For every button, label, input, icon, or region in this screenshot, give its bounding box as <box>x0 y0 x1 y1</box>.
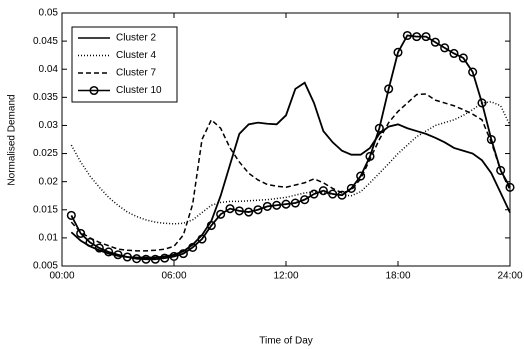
y-tick-label: 0.025 <box>33 148 58 159</box>
series-marker <box>169 251 179 261</box>
y-tick-label: 0.01 <box>39 233 59 244</box>
x-tick-label: 12:00 <box>273 271 298 282</box>
series-marker <box>66 210 76 220</box>
series-marker <box>440 43 450 53</box>
series-marker <box>132 254 142 264</box>
series-line <box>70 81 511 259</box>
series-marker <box>216 209 226 219</box>
series-marker <box>290 198 300 208</box>
series-marker <box>346 183 356 193</box>
y-tick-label: 0.02 <box>39 176 59 187</box>
series-marker <box>468 67 478 77</box>
series-marker <box>505 182 515 192</box>
series-marker <box>477 98 487 108</box>
x-axis-label: Time of Day <box>259 336 313 347</box>
series-marker <box>76 228 86 238</box>
series-marker <box>412 32 422 42</box>
x-tick-label: 18:00 <box>385 271 410 282</box>
legend-label: Cluster 2 <box>116 33 156 44</box>
series-marker <box>197 234 207 244</box>
series-line <box>70 34 511 261</box>
series-marker <box>402 30 412 41</box>
series-marker <box>272 200 282 210</box>
series-marker <box>234 206 244 216</box>
series-marker <box>449 48 459 59</box>
legend-label: Cluster 4 <box>116 50 156 61</box>
series-marker <box>384 84 394 94</box>
series-marker <box>104 247 114 257</box>
series-marker <box>430 37 440 47</box>
series-marker <box>94 243 104 253</box>
series-marker <box>309 189 319 199</box>
series-marker <box>458 53 468 63</box>
y-axis-label: Normalised Demand <box>7 94 18 185</box>
y-tick-label: 0.05 <box>39 8 59 19</box>
series-marker <box>206 220 216 231</box>
y-tick-label: 0.015 <box>33 204 58 215</box>
series-marker <box>318 186 328 196</box>
series-marker <box>356 171 366 181</box>
series-marker <box>365 151 375 161</box>
series-marker <box>188 242 198 252</box>
series-marker <box>150 254 160 264</box>
y-tick-label: 0.005 <box>33 261 58 272</box>
legend-label: Cluster 7 <box>116 68 156 79</box>
y-tick-label: 0.04 <box>39 64 59 75</box>
series-marker <box>486 134 496 145</box>
series-marker <box>113 250 123 260</box>
legend-label: Cluster 10 <box>116 85 162 96</box>
y-tick-label: 0.035 <box>33 92 58 103</box>
x-tick-label: 24:00 <box>497 271 522 282</box>
series-marker <box>300 195 310 205</box>
series-marker <box>85 237 95 247</box>
series-marker <box>178 249 188 259</box>
legend-marker <box>89 85 99 96</box>
series-marker <box>253 205 263 215</box>
series-marker <box>225 204 235 214</box>
series-marker <box>262 201 272 211</box>
series-marker <box>141 254 151 264</box>
y-tick-label: 0.03 <box>39 120 59 131</box>
y-tick-label: 0.045 <box>33 36 58 47</box>
series-marker <box>244 207 254 217</box>
series-marker <box>393 47 403 57</box>
series-marker <box>496 165 506 175</box>
series-marker <box>281 199 291 209</box>
series-line <box>70 93 511 252</box>
series-marker <box>337 190 347 200</box>
x-tick-label: 06:00 <box>161 271 186 282</box>
legend-box <box>71 26 178 103</box>
series-marker <box>374 123 384 133</box>
series-marker <box>160 253 170 263</box>
series-marker <box>328 189 338 199</box>
series-marker <box>421 32 431 42</box>
x-tick-label: 00:00 <box>49 271 74 282</box>
series-marker <box>122 252 132 262</box>
